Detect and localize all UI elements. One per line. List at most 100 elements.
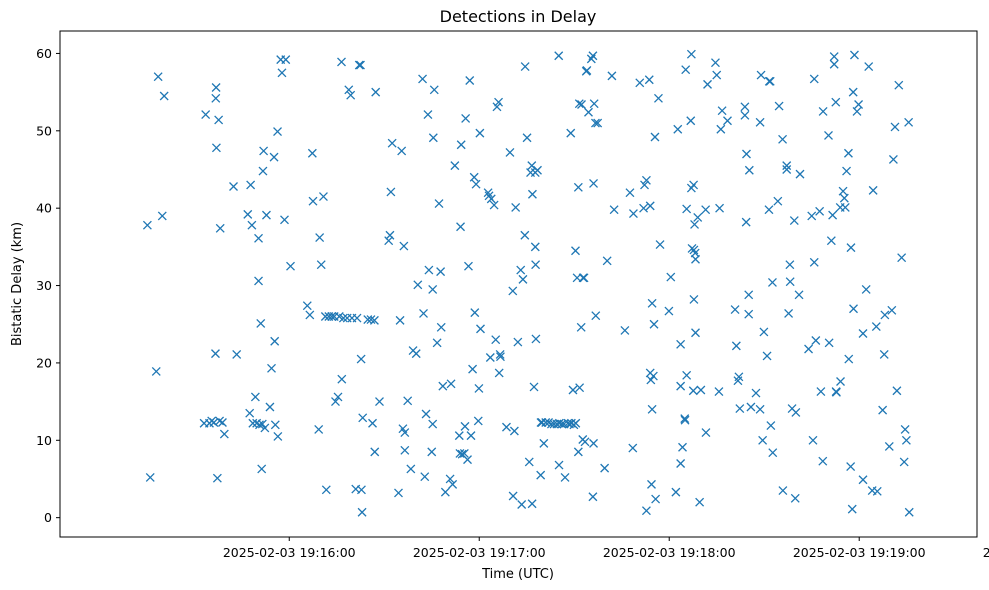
data-point <box>818 107 828 116</box>
data-point <box>201 110 211 120</box>
data-point <box>689 295 699 304</box>
y-tick-label: 20 <box>36 355 52 370</box>
data-point <box>406 464 416 474</box>
data-point <box>894 80 904 90</box>
data-point <box>900 424 910 434</box>
data-point <box>352 313 362 323</box>
data-point <box>854 100 864 109</box>
data-point <box>871 322 881 332</box>
data-point <box>602 256 612 266</box>
data-point <box>607 71 617 81</box>
data-point <box>808 435 818 445</box>
data-point <box>258 166 268 176</box>
data-point <box>456 222 466 232</box>
data-point <box>247 220 257 230</box>
data-point <box>714 387 724 397</box>
data-point <box>809 74 819 84</box>
data-point <box>560 472 570 482</box>
data-point <box>773 196 783 206</box>
data-point <box>691 328 700 338</box>
data-point <box>212 473 222 483</box>
data-point <box>539 438 549 448</box>
data-point <box>768 448 778 458</box>
data-point <box>281 55 291 65</box>
data-point <box>741 217 751 227</box>
data-point <box>831 97 841 107</box>
data-point <box>701 205 711 215</box>
data-point <box>357 507 367 517</box>
data-point <box>475 128 485 138</box>
data-point <box>676 339 686 349</box>
data-point <box>839 193 849 203</box>
data-point <box>628 443 638 453</box>
data-point <box>746 402 756 412</box>
data-point <box>686 116 696 126</box>
data-point <box>861 284 871 294</box>
data-point <box>664 306 674 316</box>
data-point <box>316 260 326 270</box>
data-point <box>153 72 163 82</box>
data-point <box>795 169 805 179</box>
data-point <box>566 128 576 138</box>
data-point <box>589 438 599 448</box>
data-point <box>816 387 826 397</box>
data-point <box>254 276 263 286</box>
data-point <box>690 219 700 229</box>
data-point <box>904 117 914 127</box>
data-point <box>159 91 169 101</box>
data-point <box>590 118 600 128</box>
data-point <box>755 117 765 127</box>
data-point <box>485 353 495 362</box>
data-point <box>456 140 466 150</box>
data-point <box>527 499 537 509</box>
data-point <box>229 182 238 191</box>
data-point <box>703 79 712 89</box>
data-point <box>868 185 878 195</box>
data-point <box>689 180 699 190</box>
data-point <box>901 435 911 445</box>
data-point <box>243 209 253 219</box>
data-point <box>413 280 423 290</box>
data-point <box>211 83 221 92</box>
data-point <box>529 382 539 392</box>
data-point <box>524 457 534 467</box>
data-point <box>277 68 287 78</box>
data-point <box>489 200 499 210</box>
data-point <box>784 308 794 318</box>
data-point <box>646 375 656 385</box>
data-point <box>764 76 774 86</box>
data-point <box>429 85 439 95</box>
data-point <box>522 133 532 143</box>
data-point <box>791 407 801 417</box>
data-point <box>257 464 267 474</box>
y-tick-label: 10 <box>36 433 52 448</box>
data-point <box>267 363 276 373</box>
data-point <box>531 334 541 344</box>
data-point <box>574 99 584 109</box>
data-point <box>273 431 283 441</box>
data-point <box>828 210 838 220</box>
data-point <box>864 62 874 72</box>
y-tick-label: 40 <box>36 201 52 216</box>
data-point <box>270 336 280 346</box>
data-point <box>645 201 655 211</box>
data-point <box>400 428 410 438</box>
data-point <box>245 408 255 418</box>
data-point <box>858 475 868 485</box>
data-point <box>826 236 836 246</box>
y-tick-label: 60 <box>36 46 52 61</box>
data-point <box>847 504 857 514</box>
data-point <box>346 90 356 100</box>
x-tick-label: 2025-02-03 19:17:00 <box>413 545 546 560</box>
data-point <box>321 485 331 495</box>
data-point <box>394 488 403 498</box>
data-point <box>693 213 703 222</box>
data-point <box>375 397 384 407</box>
data-point <box>254 233 263 243</box>
chart-title: Detections in Delay <box>440 7 597 26</box>
data-point <box>625 188 635 198</box>
data-point <box>653 93 663 103</box>
data-point <box>647 404 657 414</box>
data-point <box>459 448 469 458</box>
data-point <box>318 192 328 202</box>
